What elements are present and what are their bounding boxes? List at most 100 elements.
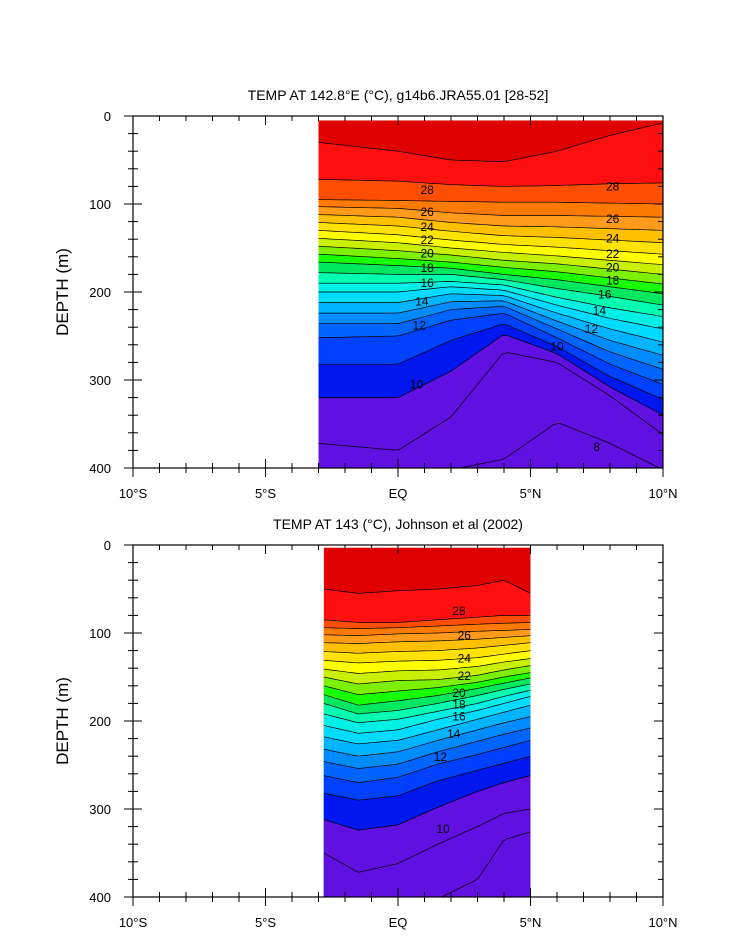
isotherm-28 bbox=[323, 615, 531, 623]
isotherm-14 bbox=[323, 716, 531, 757]
isotherm-27 bbox=[318, 199, 663, 205]
isotherm-9 bbox=[318, 352, 663, 451]
contour-label: 16 bbox=[420, 276, 434, 290]
contour-label: 16 bbox=[452, 710, 466, 724]
y-tick-label: 300 bbox=[89, 802, 111, 817]
contour-label: 12 bbox=[585, 322, 599, 336]
isotherm-10 bbox=[323, 775, 531, 831]
isotherm-19 bbox=[318, 261, 663, 295]
x-tick-label: EQ bbox=[389, 915, 408, 930]
contour-label: 28 bbox=[606, 179, 620, 193]
x-tick-label: 10°N bbox=[648, 486, 677, 501]
contour-label: 22 bbox=[606, 247, 620, 261]
isotherm-23 bbox=[318, 230, 663, 255]
band-below-8 bbox=[459, 423, 660, 469]
y-axis-label: DEPTH (m) bbox=[53, 248, 72, 336]
contour-label: 12 bbox=[434, 750, 448, 764]
x-tick-label: 10°N bbox=[648, 915, 677, 930]
isotherm-18 bbox=[318, 272, 663, 306]
isotherm-12 bbox=[318, 313, 663, 385]
x-tick-label: 5°S bbox=[255, 486, 276, 501]
isotherm-27 bbox=[323, 622, 531, 629]
contour-label: 20 bbox=[452, 686, 466, 700]
isotherm-29 bbox=[318, 122, 663, 163]
contour-label: 18 bbox=[420, 261, 434, 275]
isotherm-28 bbox=[318, 179, 663, 187]
isotherm-13 bbox=[323, 727, 531, 769]
chart-title: TEMP AT 143 (°C), Johnson et al (2002) bbox=[273, 516, 523, 532]
isotherm-11 bbox=[318, 323, 663, 400]
isotherm-16 bbox=[318, 286, 663, 330]
y-tick-label: 200 bbox=[89, 285, 111, 300]
x-tick-label: EQ bbox=[389, 486, 408, 501]
y-tick-label: 0 bbox=[104, 538, 111, 553]
contour-label: 20 bbox=[420, 246, 434, 260]
contour-label: 18 bbox=[452, 697, 466, 711]
contour-label: 14 bbox=[593, 303, 607, 317]
contour-label: 22 bbox=[420, 233, 434, 247]
band-below-8 bbox=[441, 831, 531, 897]
contour-label: 24 bbox=[458, 652, 472, 666]
isotherm-26 bbox=[318, 206, 663, 218]
contour-label: 10 bbox=[410, 377, 424, 391]
x-tick-label: 10°S bbox=[119, 486, 148, 501]
isotherm-20 bbox=[323, 672, 531, 695]
isotherm-8 bbox=[458, 422, 661, 469]
contour-field bbox=[323, 547, 531, 897]
isotherm-24 bbox=[323, 642, 531, 654]
y-tick-label: 200 bbox=[89, 714, 111, 729]
isotherm-9 bbox=[323, 808, 531, 873]
isotherm-21 bbox=[323, 665, 531, 685]
contour-label: 24 bbox=[606, 231, 620, 245]
y-tick-label: 0 bbox=[104, 109, 111, 124]
contour-label: 14 bbox=[415, 295, 429, 309]
contour-label: 10 bbox=[550, 340, 564, 354]
contour-label: 20 bbox=[606, 260, 620, 274]
isotherm-13 bbox=[318, 305, 663, 370]
contour-label: 18 bbox=[606, 274, 620, 288]
isotherm-22 bbox=[318, 237, 663, 266]
isotherm-26 bbox=[323, 629, 531, 636]
contour-label: 26 bbox=[458, 629, 472, 643]
x-tick-label: 10°S bbox=[119, 915, 148, 930]
isotherm-10 bbox=[318, 335, 663, 416]
contour-field bbox=[318, 120, 663, 469]
isotherm-15 bbox=[323, 704, 531, 745]
isotherm-25 bbox=[323, 635, 531, 644]
y-axis-label: DEPTH (m) bbox=[53, 677, 72, 765]
contour-label: 8 bbox=[593, 440, 600, 454]
isotherm-22 bbox=[323, 658, 531, 674]
contour-label: 16 bbox=[598, 288, 612, 302]
isotherm-16 bbox=[323, 696, 531, 734]
x-tick-label: 5°N bbox=[520, 486, 542, 501]
contour-label: 22 bbox=[458, 669, 472, 683]
y-tick-label: 300 bbox=[89, 373, 111, 388]
contour-label: 24 bbox=[420, 220, 434, 234]
contour-label: 26 bbox=[606, 212, 620, 226]
contour-label: 26 bbox=[420, 205, 434, 219]
y-tick-label: 100 bbox=[89, 626, 111, 641]
isotherm-8 bbox=[440, 831, 531, 897]
y-tick-label: 100 bbox=[89, 197, 111, 212]
contour-label: 14 bbox=[447, 727, 461, 741]
isotherm-17 bbox=[323, 689, 531, 724]
isotherm-17 bbox=[318, 281, 663, 317]
isotherm-29 bbox=[323, 580, 531, 594]
isotherm-12 bbox=[323, 740, 531, 783]
y-tick-label: 400 bbox=[89, 890, 111, 905]
isotherm-23 bbox=[323, 650, 531, 664]
x-tick-label: 5°S bbox=[255, 915, 276, 930]
isotherm-25 bbox=[318, 214, 663, 231]
band-below-9 bbox=[323, 809, 531, 897]
isotherm-18 bbox=[323, 683, 531, 715]
y-tick-label: 400 bbox=[89, 461, 111, 476]
isotherm-15 bbox=[318, 293, 663, 343]
isotherm-14 bbox=[318, 300, 663, 356]
chart-title: TEMP AT 142.8°E (°C), g14b6.JRA55.01 [28… bbox=[248, 87, 549, 103]
isotherm-21 bbox=[318, 245, 663, 275]
contour-label: 12 bbox=[413, 318, 427, 332]
contour-label: 10 bbox=[436, 822, 450, 836]
